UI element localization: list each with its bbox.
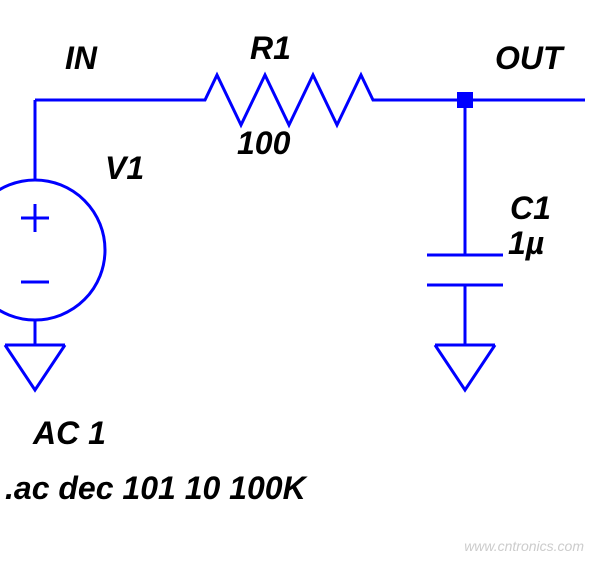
label-r1: R1: [250, 30, 291, 67]
gnd-right-tri: [435, 345, 495, 390]
label-c1: C1: [510, 190, 551, 227]
label-c1-value: 1µ: [508, 225, 544, 262]
watermark: www.cntronics.com: [464, 538, 584, 554]
resistor-r1: [190, 75, 380, 125]
label-ac1: AC 1: [33, 415, 106, 452]
label-r1-value: 100: [237, 125, 290, 162]
label-v1: V1: [105, 150, 144, 187]
label-in: IN: [65, 40, 97, 77]
label-out: OUT: [495, 40, 563, 77]
voltage-source: [0, 180, 105, 320]
gnd-left-tri: [5, 345, 65, 390]
label-directive: .ac dec 101 10 100K: [5, 470, 306, 507]
